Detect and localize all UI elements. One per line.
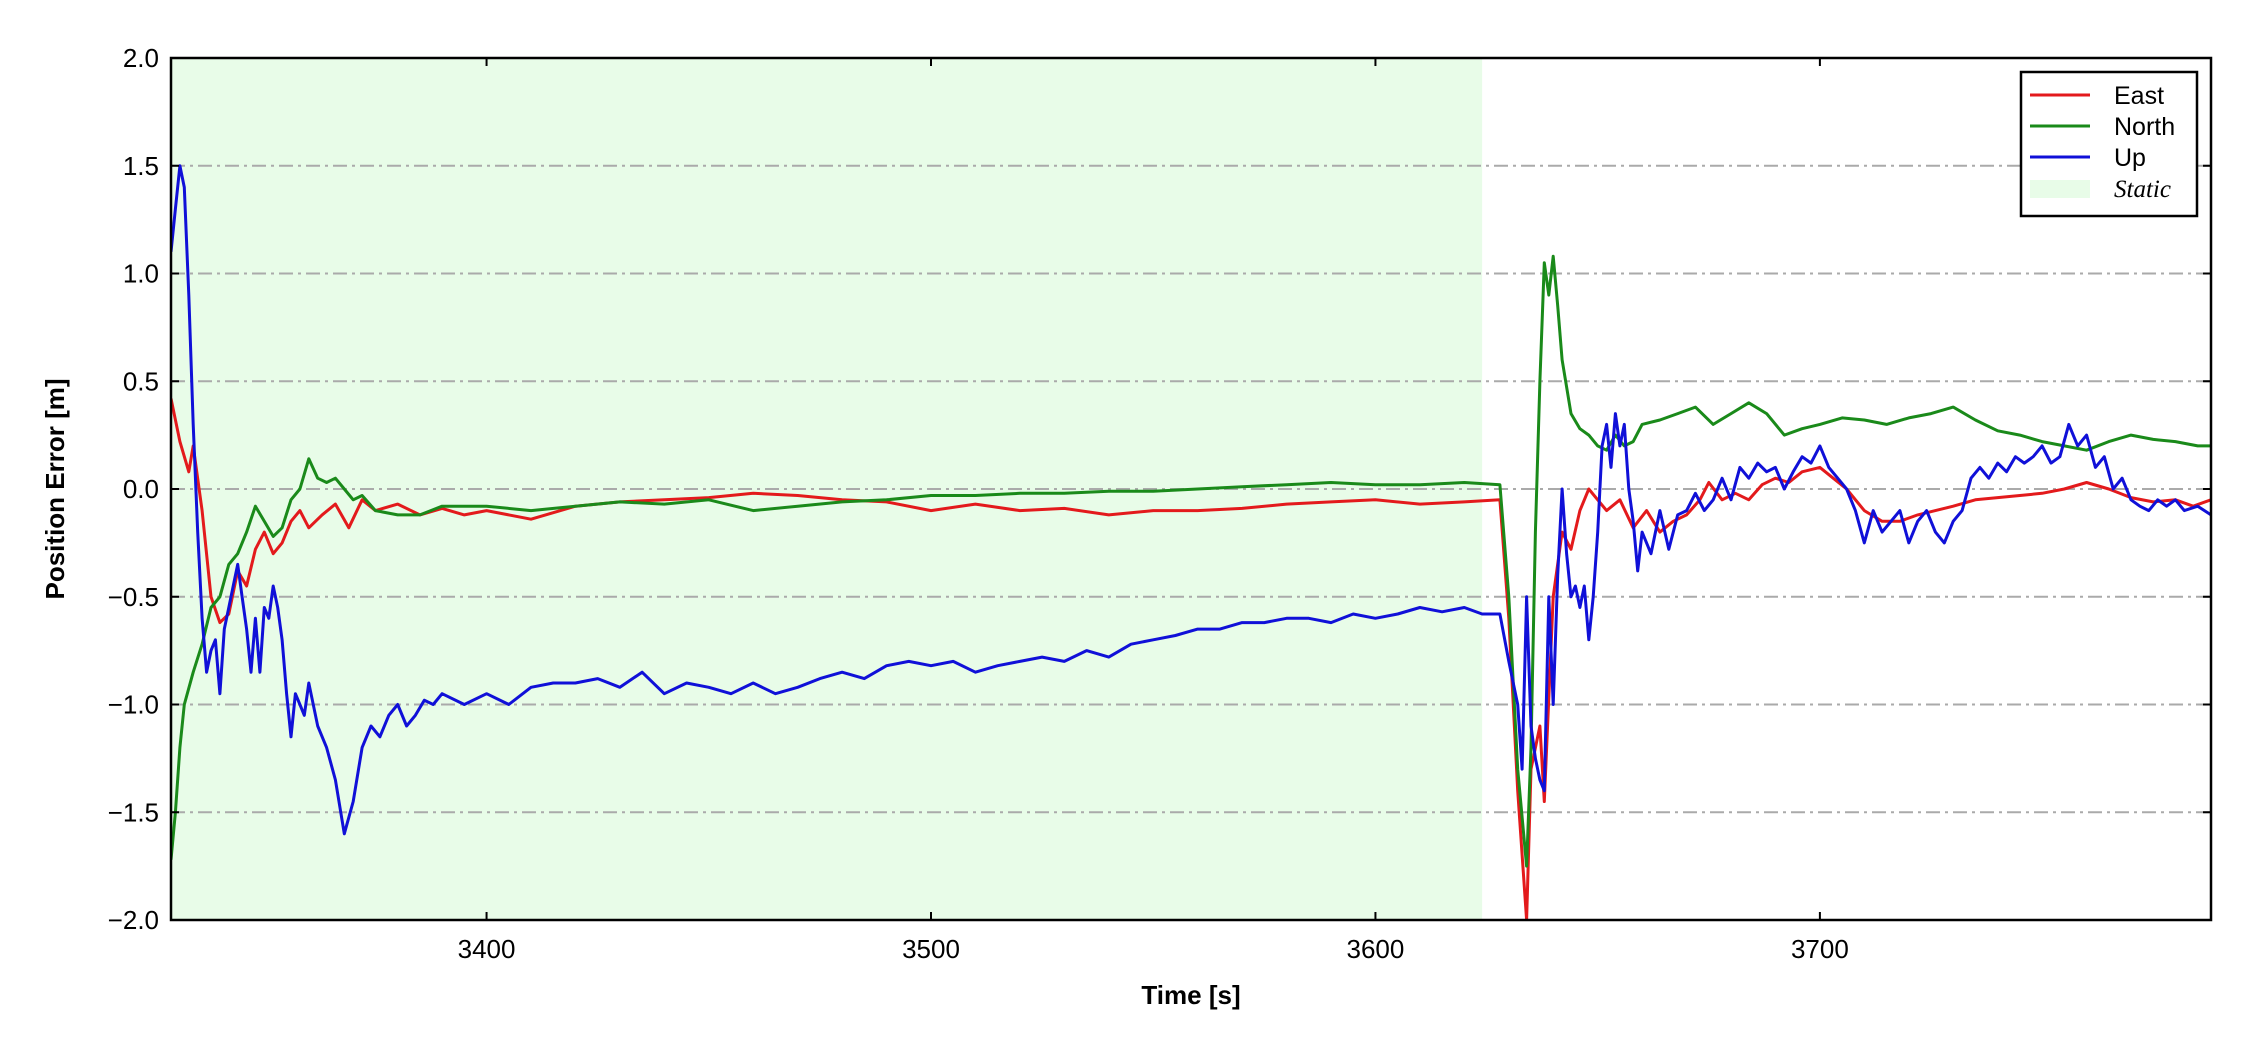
y-tick-label: 1.0: [123, 259, 159, 289]
legend: East North Up Static: [2019, 70, 2199, 218]
y-tick-label: 1.5: [123, 151, 159, 181]
y-tick-label: 2.0: [123, 43, 159, 73]
y-tick-label: −1.5: [108, 797, 159, 827]
x-tick-label: 3400: [458, 934, 516, 964]
legend-swatch-static: [2030, 180, 2090, 198]
legend-label-north: North: [2114, 113, 2175, 141]
y-tick-label: −0.5: [108, 582, 159, 612]
legend-label-static: Static: [2114, 176, 2171, 203]
series-lines: [171, 164, 2211, 920]
legend-label-east: East: [2114, 82, 2164, 110]
x-tick-label: 3700: [1791, 934, 1849, 964]
y-tick-label: 0.5: [123, 366, 159, 396]
series-line-up: [171, 164, 2211, 836]
axis-ticks: 2.0 1.5 1.0 0.5 0.0 −0.5 −1.0 −1.5 −2.0 3400 3500 3…: [108, 43, 2211, 964]
legend-label-up: Up: [2114, 144, 2146, 172]
series-line-north: [171, 254, 2211, 868]
x-axis-label: Time [s]: [1141, 980, 1240, 1010]
x-tick-label: 3500: [902, 934, 960, 964]
y-axis-label: Position Error [m]: [40, 378, 70, 599]
y-tick-label: 0.0: [123, 474, 159, 504]
y-tick-label: −2.0: [108, 905, 159, 935]
x-tick-label: 3600: [1347, 934, 1405, 964]
y-tick-label: −1.0: [108, 690, 159, 720]
